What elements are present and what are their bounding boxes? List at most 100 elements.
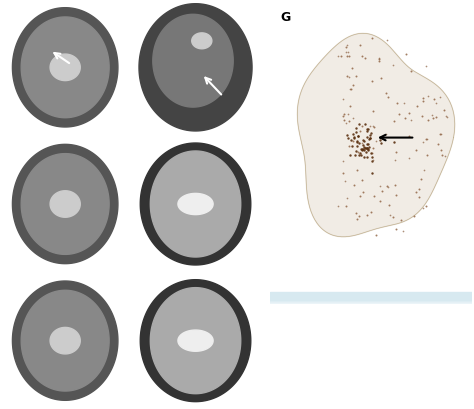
Bar (270, 294, 472, 300)
Point (432, 115, 440, 121)
Point (376, 138, 384, 144)
Point (359, 137, 367, 144)
Polygon shape (139, 4, 252, 132)
Point (352, 130, 359, 136)
Point (412, 189, 420, 196)
Point (345, 112, 352, 118)
Point (348, 143, 356, 150)
Point (368, 159, 375, 165)
Point (343, 133, 350, 139)
Point (390, 140, 398, 146)
Point (363, 154, 371, 161)
Polygon shape (21, 290, 109, 391)
Point (430, 96, 438, 103)
Bar (270, 294, 472, 301)
Point (353, 148, 360, 155)
Polygon shape (140, 144, 251, 265)
Text: D: D (138, 148, 148, 161)
Point (367, 130, 374, 137)
Point (423, 203, 430, 210)
Point (349, 132, 356, 138)
Point (360, 142, 367, 149)
Point (358, 147, 366, 153)
Point (419, 139, 427, 146)
Point (345, 143, 353, 149)
Point (352, 125, 360, 132)
Point (365, 144, 373, 151)
Bar (270, 293, 472, 299)
Point (422, 63, 430, 70)
Bar (270, 296, 472, 302)
Bar (270, 297, 472, 303)
Bar (270, 298, 472, 304)
Point (361, 55, 369, 62)
Bar (270, 297, 472, 303)
Bar (270, 295, 472, 301)
Point (347, 87, 355, 93)
Bar (270, 295, 472, 301)
Point (368, 171, 375, 177)
Point (360, 144, 367, 151)
Point (368, 36, 375, 43)
Point (375, 56, 383, 62)
Point (384, 184, 392, 191)
Point (339, 97, 347, 103)
Point (418, 176, 425, 182)
Point (356, 43, 364, 49)
Point (365, 141, 372, 148)
Bar (270, 297, 472, 303)
Point (352, 210, 359, 217)
Text: G: G (280, 11, 291, 24)
Bar (270, 293, 472, 299)
Point (424, 136, 431, 143)
Point (405, 155, 413, 162)
Point (366, 135, 374, 142)
Point (361, 138, 368, 145)
Bar (270, 298, 472, 304)
Point (350, 138, 357, 145)
Point (385, 202, 393, 209)
Point (392, 192, 400, 199)
Point (387, 212, 394, 219)
Polygon shape (192, 34, 212, 49)
Point (358, 54, 366, 61)
Point (345, 118, 353, 125)
Point (383, 90, 390, 97)
Point (358, 140, 366, 147)
Polygon shape (21, 154, 109, 255)
Bar (270, 295, 472, 301)
Bar (270, 297, 472, 303)
Point (436, 131, 444, 138)
Bar (270, 294, 472, 300)
Bar (270, 293, 472, 299)
Point (391, 182, 399, 189)
Point (438, 153, 446, 159)
Point (442, 154, 449, 160)
Point (352, 73, 359, 80)
Point (419, 95, 427, 102)
Point (344, 135, 352, 142)
Bar (270, 297, 472, 302)
Point (366, 135, 374, 142)
Point (370, 193, 378, 200)
Point (405, 110, 412, 117)
Point (370, 157, 377, 164)
Point (410, 213, 418, 220)
Point (372, 232, 380, 238)
Point (433, 100, 440, 107)
Point (348, 65, 356, 72)
Polygon shape (297, 34, 455, 237)
Point (378, 189, 386, 195)
Point (440, 107, 448, 114)
Point (334, 203, 342, 210)
Point (369, 108, 377, 115)
Point (429, 116, 437, 122)
Bar (270, 297, 472, 303)
Bar (270, 294, 472, 300)
Point (353, 139, 360, 146)
Point (363, 134, 371, 141)
Bar (270, 294, 472, 300)
Point (339, 170, 346, 177)
Point (362, 149, 370, 156)
Point (345, 54, 352, 61)
